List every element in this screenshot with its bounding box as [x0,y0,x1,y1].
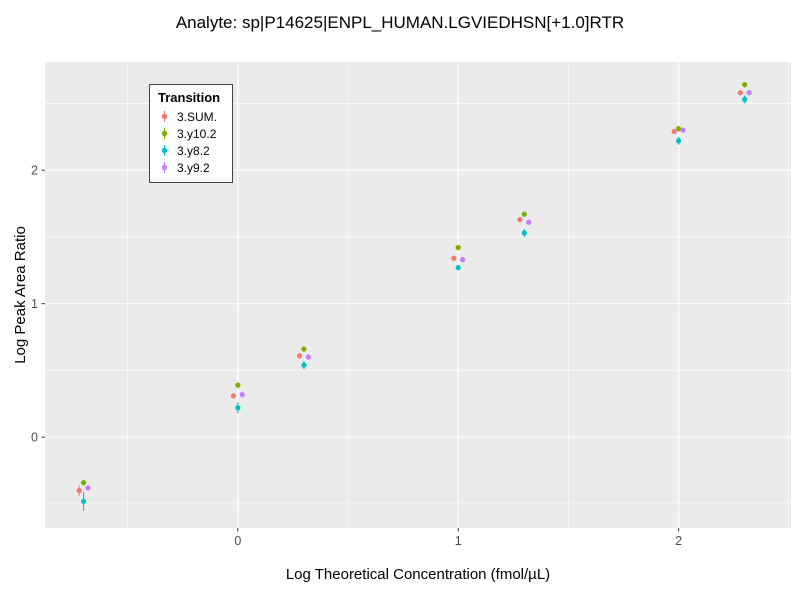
series-3.SUM. [76,90,743,496]
data-point [526,219,532,225]
legend-entry: 3.y9.2 [156,159,220,176]
legend-key-icon [161,145,168,156]
legend-entry-label: 3.y10.2 [177,126,217,141]
data-point [239,391,245,398]
data-point [746,90,752,96]
y-tick-label: 2 [31,164,38,178]
legend-key-icon [161,162,168,173]
data-point [76,488,82,494]
series-3.y9.2 [85,90,752,491]
data-point [455,244,461,251]
data-point [80,480,87,486]
legend-title: Transition [158,90,221,105]
legend-entry: 3.y10.2 [156,125,220,142]
legend-entry: 3.SUM. [156,108,220,125]
data-point [301,346,307,352]
legend-entry-label: 3.SUM. [177,109,218,124]
data-point [455,265,461,271]
legend-entry-label: 3.y8.2 [177,143,210,158]
data-point [676,138,682,144]
data-point [85,485,91,491]
x-tick-label: 1 [455,534,462,548]
x-tick-label: 2 [675,534,682,548]
legend: Transition 3.SUM. 3.y10.2 3.y8.2 3.y9.2 [149,84,234,183]
data-point [305,354,311,360]
data-point [296,353,303,359]
data-point [80,498,87,504]
series-3.y10.2 [80,82,748,486]
legend-entry-label: 3.y9.2 [177,160,210,175]
series-3.y8.2 [80,95,748,511]
data-point [235,382,241,388]
data-point [680,127,686,133]
data-point [235,405,241,411]
y-tick-label: 1 [31,297,38,311]
legend-key-icon [161,128,168,139]
x-axis-label: Log Theoretical Concentration (fmol/µL) [285,566,551,583]
data-point [521,230,527,236]
data-point [451,255,457,261]
data-point [742,82,748,88]
data-point [230,393,237,399]
legend-entries: 3.SUM. 3.y10.2 3.y8.2 3.y9.2 [156,108,220,176]
y-axis-label: Log Peak Area Ratio [12,226,29,364]
x-tick-label: 0 [234,534,241,548]
data-point [742,96,748,102]
legend-key-icon [161,111,168,122]
data-point [671,128,677,135]
data-point [460,257,466,263]
data-point [676,126,682,132]
y-tick-label: 0 [31,431,38,445]
data-point [517,216,523,223]
data-point [737,90,743,96]
data-point [301,362,307,368]
data-point [521,211,527,217]
chart-title: Analyte: sp|P14625|ENPL_HUMAN.LGVIEDHSN[… [175,13,625,32]
legend-entry: 3.y8.2 [156,142,220,159]
